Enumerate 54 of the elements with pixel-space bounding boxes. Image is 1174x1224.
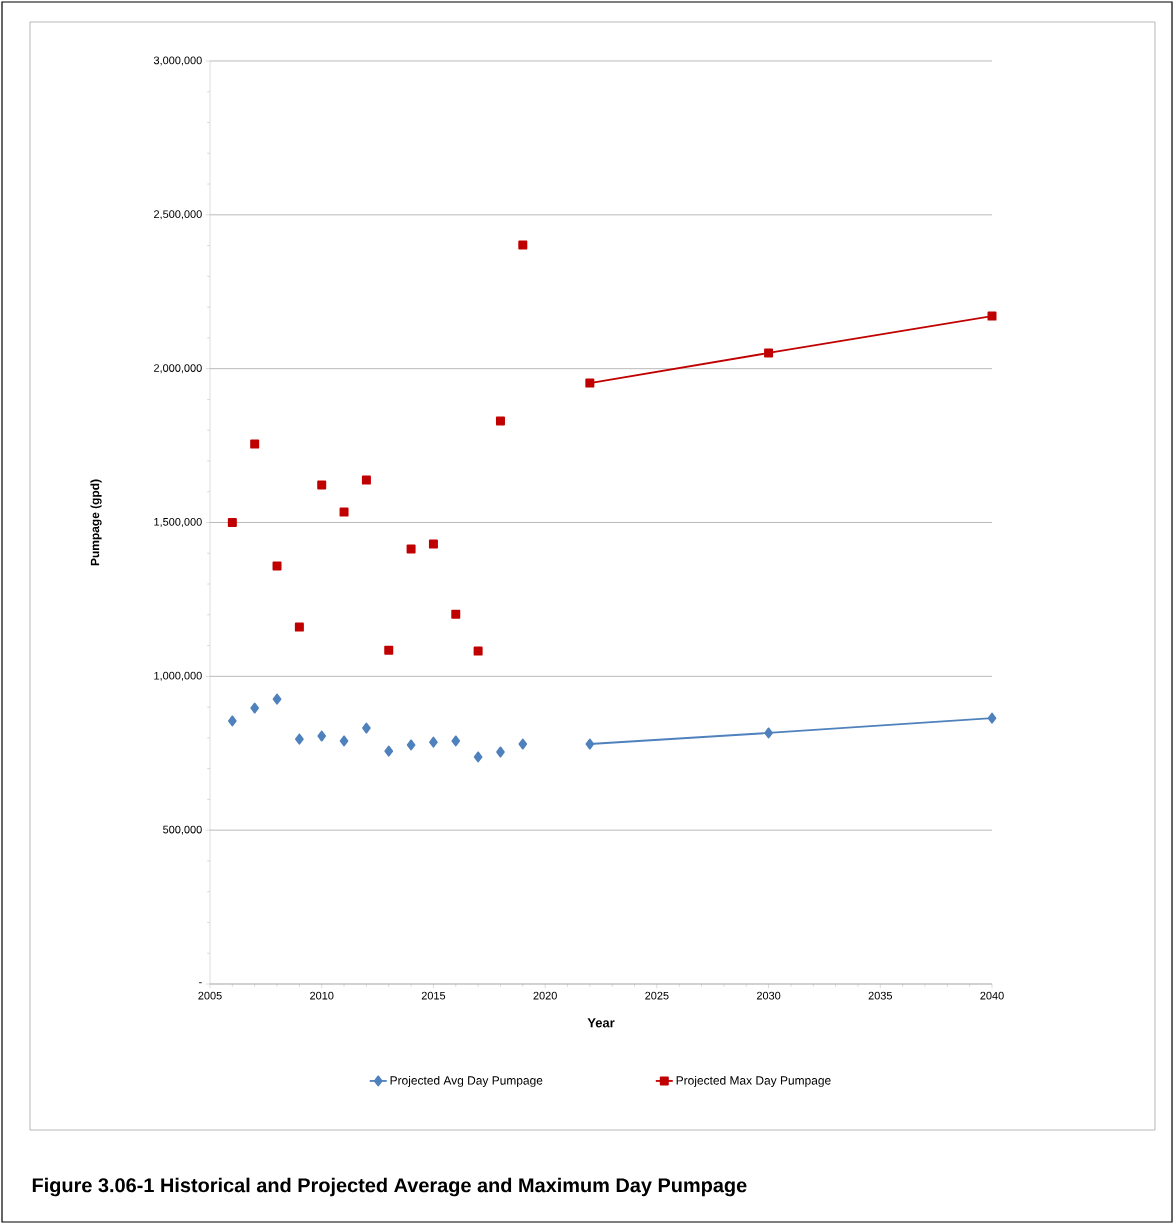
legend-label: Projected Max Day Pumpage	[676, 1075, 831, 1088]
x-tick-label: 2025	[645, 991, 669, 1000]
point	[361, 475, 371, 485]
point	[764, 727, 773, 739]
y-tick-label: -	[199, 982, 202, 984]
point	[317, 480, 327, 490]
x-tick-label: 2040	[980, 991, 1004, 1000]
point	[406, 544, 416, 554]
point	[317, 730, 327, 742]
y-tick-label: 2,000,000	[154, 364, 202, 374]
y-tick-label: 1,500,000	[154, 517, 202, 528]
x-tick-label: 2005	[198, 991, 222, 1000]
legend-label: Projected Avg Day Pumpage	[390, 1075, 543, 1088]
point	[585, 738, 595, 750]
point	[295, 733, 304, 745]
point	[384, 645, 394, 655]
point	[518, 240, 528, 250]
point	[451, 735, 461, 747]
point	[362, 722, 371, 734]
point	[272, 693, 282, 705]
y-tick-label: 3,000,000	[153, 56, 202, 66]
point	[764, 348, 774, 358]
point	[473, 751, 483, 763]
point	[585, 378, 595, 388]
x-tick-label: 2020	[533, 991, 557, 1000]
point	[473, 646, 483, 656]
x-tick-label: 2030	[756, 991, 781, 1000]
point	[227, 517, 237, 527]
x-tick-label: 2010	[310, 991, 334, 1000]
point	[495, 416, 505, 426]
point	[496, 746, 505, 758]
point	[294, 622, 304, 632]
x-tick-label: 2035	[868, 991, 893, 1000]
point	[227, 715, 237, 727]
point	[339, 507, 349, 517]
y-tick-label: 1,000,000	[154, 671, 202, 681]
y-tick-label: 500,000	[163, 825, 202, 835]
point	[987, 311, 997, 321]
x-tick-label: 2015	[421, 991, 446, 1000]
point	[987, 712, 997, 724]
point	[451, 609, 461, 619]
x-axis-title: Year	[587, 1018, 615, 1028]
point	[272, 561, 282, 571]
point	[428, 539, 438, 549]
point	[250, 702, 260, 714]
point	[384, 745, 394, 757]
y-axis-title: Pumpage (gpd)	[90, 479, 102, 566]
point	[250, 439, 260, 449]
point	[429, 736, 438, 748]
point	[406, 739, 416, 751]
text: Figure 3.06-1 Historical and Projected Average and Maximum Day Pumpage	[32, 1177, 747, 1197]
point	[339, 735, 349, 747]
point	[518, 738, 528, 750]
y-tick-label: 2,500,000	[154, 210, 202, 220]
